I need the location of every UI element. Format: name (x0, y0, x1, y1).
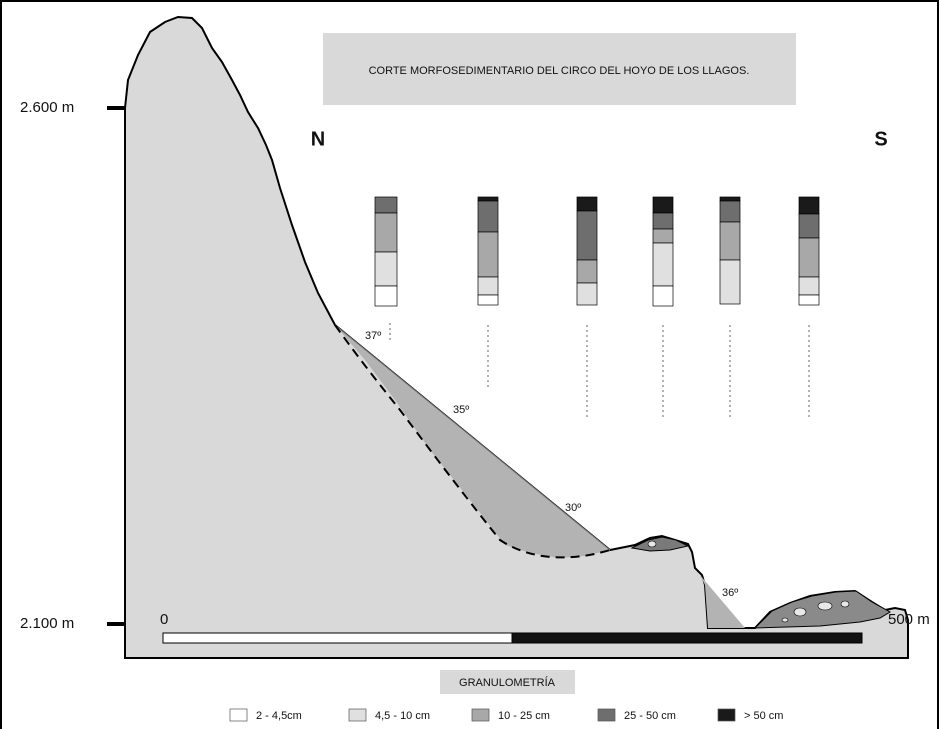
legend-item: > 50 cm (744, 710, 783, 722)
sediment-columns (375, 197, 819, 306)
scale-bar-black (512, 633, 862, 643)
slope-angle: 37º (365, 330, 381, 342)
legend-item: 25 - 50 cm (624, 710, 676, 722)
scale-start: 0 (160, 611, 168, 628)
north-label: N (311, 128, 325, 150)
slope-angle: 36º (722, 587, 738, 599)
elevation-label: 2.100 m (20, 615, 74, 632)
legend-item: 10 - 25 cm (498, 710, 550, 722)
scale-bar-white (163, 633, 512, 643)
legend-item: 2 - 4,5cm (256, 710, 302, 722)
diagram: CORTE MORFOSEDIMENTARIO DEL CIRCO DEL HO… (0, 0, 939, 729)
scale-end: 500 m (888, 611, 930, 628)
slope-angle: 30º (565, 502, 581, 514)
slope-angle: 35º (453, 404, 469, 416)
title: CORTE MORFOSEDIMENTARIO DEL CIRCO DEL HO… (369, 65, 750, 77)
elevation-label: 2.600 m (20, 99, 74, 116)
legend-title: GRANULOMETRÍA (459, 676, 556, 689)
legend-item: 4,5 - 10 cm (375, 710, 430, 722)
terrain-profile (125, 17, 908, 658)
south-label: S (874, 128, 887, 150)
